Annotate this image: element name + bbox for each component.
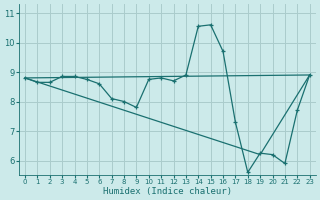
X-axis label: Humidex (Indice chaleur): Humidex (Indice chaleur)	[103, 187, 232, 196]
